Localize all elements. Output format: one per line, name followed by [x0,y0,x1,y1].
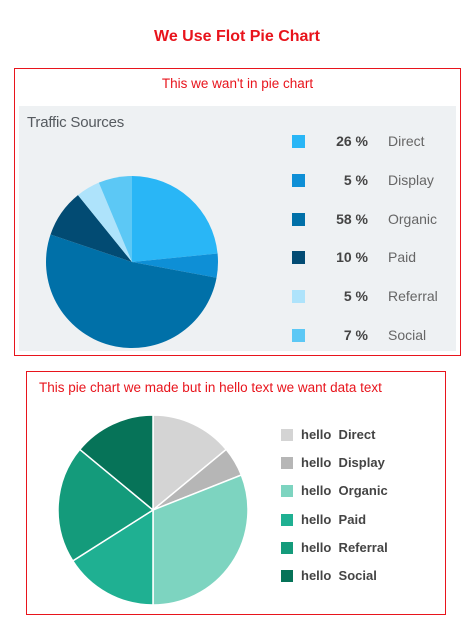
legend-swatch [281,485,293,498]
legend-label: Organic [388,210,438,227]
legend-label: Direct [388,133,425,149]
legend-swatch [281,570,293,582]
pie-slice-organic [152,474,249,606]
chart1-legend-item: 7 % Social [292,326,452,346]
pie-slice-direct [132,176,218,262]
custom-frame-caption: This pie chart we made but in hello text… [39,380,382,395]
flot-chart-frame: This we wan't in pie chart Traffic Sourc… [14,68,461,356]
legend-label: hello Display [301,455,385,471]
legend-percent: 7 % [343,327,368,343]
chart2-legend-item: hello Social [281,568,421,586]
legend-percent: 58 % [336,210,368,227]
chart1-legend-item: 58 % Organic [292,210,452,230]
legend-swatch [292,290,305,304]
pie-slice-organic [46,234,217,348]
legend-swatch [281,541,293,554]
flot-frame-caption: This we wan't in pie chart [161,76,314,91]
legend-label: hello Direct [301,427,376,442]
chart1-legend-item: 5 % Display [292,171,452,191]
chart2-legend-item: hello Organic [281,483,421,501]
custom-chart-frame: This pie chart we made but in hello text… [26,371,446,615]
legend-swatch [281,457,293,470]
pie-slice-social [98,176,132,262]
chart2-legend-item: hello Referral [281,540,421,558]
pie-slice-paid [71,508,154,606]
chart2-legend-item: hello Paid [281,512,421,530]
legend-swatch [292,212,305,226]
chart2-legend-item: hello Direct [281,427,421,445]
chart1-legend-item: 10 % Paid [292,248,452,268]
legend-swatch [292,329,305,342]
legend-percent: 10 % [336,249,368,266]
chart1-title: Traffic Sources [27,114,125,131]
legend-label: Display [388,171,434,188]
pie-slice-display [132,253,218,278]
legend-label: hello Organic [301,483,388,499]
legend-label: hello Paid [301,511,367,527]
chart1-legend-item: 26 % Direct [292,132,452,152]
legend-percent: 5 % [343,171,368,188]
pie-slice-social [78,414,154,512]
legend-label: Referral [388,288,438,305]
legend-label: hello Referral [301,539,388,555]
pie-slice-paid [50,195,132,262]
chart1-legend-item: 5 % Referral [292,287,452,307]
chart2-legend-item: hello Display [281,455,421,473]
legend-swatch [281,429,293,441]
pie-slice-referral [57,448,155,562]
chart1-pie [46,176,218,348]
page-heading: We Use Flot Pie Chart [154,28,320,45]
legend-swatch [292,135,305,148]
legend-label: Paid [388,249,417,266]
traffic-sources-panel: Traffic Sources 26 % Direct 5 % Display 58 %… [19,106,456,351]
legend-label: Social [388,327,427,343]
pie-slice-direct [152,414,228,512]
chart2-pie [57,414,249,606]
legend-label: hello Social [301,568,377,583]
legend-swatch [281,513,293,526]
legend-percent: 5 % [343,288,368,305]
legend-percent: 26 % [336,133,368,149]
pie-slice-referral [77,182,132,262]
legend-swatch [292,173,305,187]
legend-swatch [292,251,305,265]
